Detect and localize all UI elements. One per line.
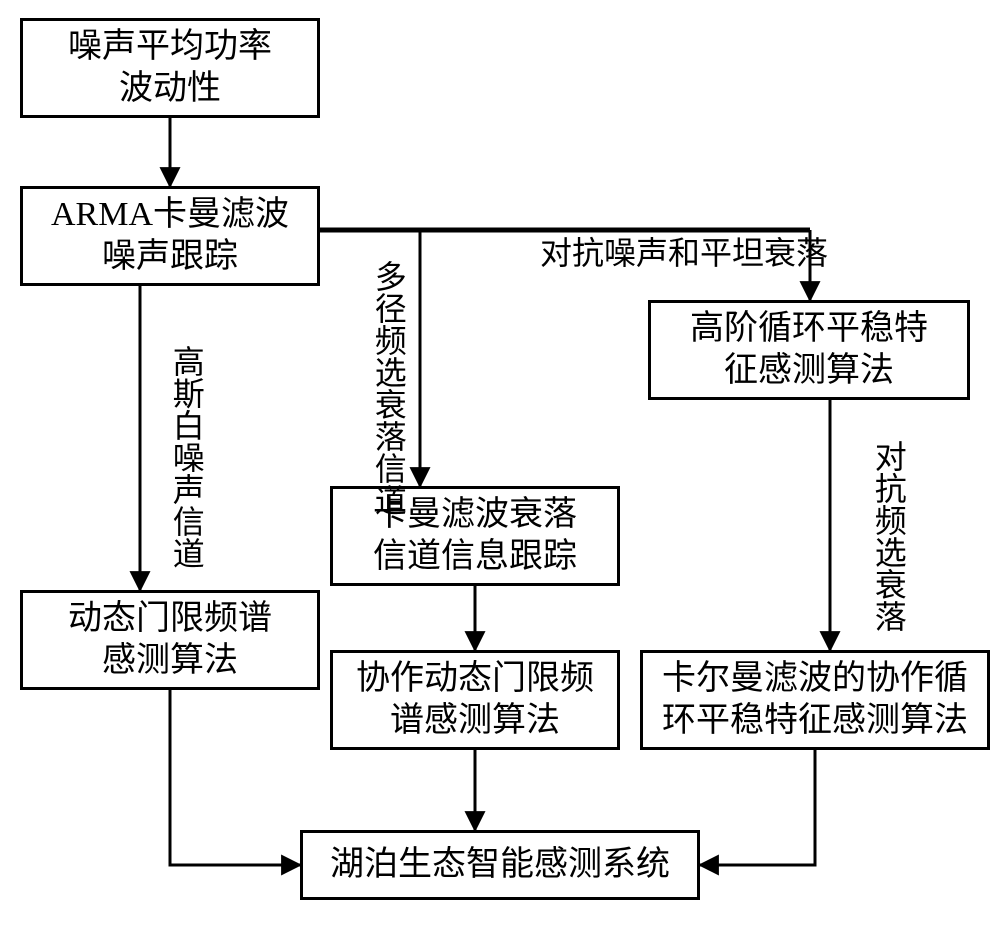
edge-label-text: 对抗频选衰落 <box>871 440 907 632</box>
node-label: ARMA卡曼滤波噪声跟踪 <box>51 194 289 279</box>
node-label: 协作动态门限频谱感测算法 <box>356 658 594 743</box>
node-noise-power-fluctuation: 噪声平均功率波动性 <box>20 18 320 118</box>
edge-label-text: 对抗噪声和平坦衰落 <box>540 235 828 271</box>
edge-label-text: 多径频选衰落信道 <box>371 260 407 516</box>
node-label: 卡尔曼滤波的协作循环平稳特征感测算法 <box>662 658 968 743</box>
node-label: 高阶循环平稳特征感测算法 <box>690 308 928 393</box>
flowchart-canvas: 噪声平均功率波动性 ARMA卡曼滤波噪声跟踪 高阶循环平稳特征感测算法 卡曼滤波… <box>0 0 1000 941</box>
node-label: 湖泊生态智能感测系统 <box>330 844 670 887</box>
edge-label-multipath-freq-selective-fading-channel: 多径频选衰落信道 <box>370 260 407 516</box>
node-label: 噪声平均功率波动性 <box>68 26 272 111</box>
edge-label-against-freq-selective-fading: 对抗频选衰落 <box>870 440 907 632</box>
node-high-order-cyclostationary: 高阶循环平稳特征感测算法 <box>648 300 970 400</box>
node-arma-kalman-noise-tracking: ARMA卡曼滤波噪声跟踪 <box>20 186 320 286</box>
node-kalman-coop-cyclostationary: 卡尔曼滤波的协作循环平稳特征感测算法 <box>640 650 990 750</box>
node-lake-ecology-sensing-system: 湖泊生态智能感测系统 <box>300 830 700 900</box>
node-coop-dynamic-threshold-sensing: 协作动态门限频谱感测算法 <box>330 650 620 750</box>
node-label: 动态门限频谱感测算法 <box>68 598 272 683</box>
edge-label-against-noise-and-flat-fading: 对抗噪声和平坦衰落 <box>540 235 828 272</box>
edge-label-gaussian-white-noise-channel: 高斯白噪声信道 <box>168 345 205 569</box>
edge-label-text: 高斯白噪声信道 <box>169 345 205 569</box>
node-dynamic-threshold-sensing: 动态门限频谱感测算法 <box>20 590 320 690</box>
edges-layer <box>0 0 1000 941</box>
